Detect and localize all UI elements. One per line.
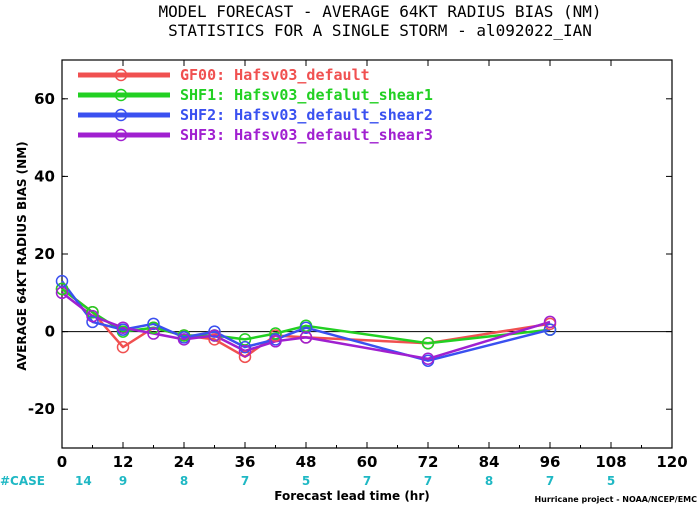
chart-subtitle: STATISTICS FOR A SINGLE STORM - al092022… <box>168 21 592 40</box>
y-tick-label: 40 <box>34 167 55 185</box>
series-point-3 <box>208 329 221 342</box>
x-tick-label: 48 <box>296 453 317 471</box>
series-point-1 <box>55 282 69 296</box>
series-point-0 <box>238 350 252 364</box>
series-line-2 <box>60 280 551 362</box>
y-tick-label: 0 <box>45 323 55 341</box>
y-axis-label: AVERAGE 64KT RADIUS BIAS (NM) <box>15 141 29 370</box>
series-point-2 <box>299 321 313 334</box>
legend-swatch-marker <box>114 128 128 142</box>
chart-title: MODEL FORECAST - AVERAGE 64KT RADIUS BIA… <box>158 2 601 21</box>
series-point-3 <box>116 321 130 334</box>
legend-entry-label: SHF1: Hafsv03_defalut_shear1 <box>180 86 433 104</box>
legend-swatch-marker <box>114 68 128 82</box>
y-tick-label: -20 <box>28 400 55 418</box>
series-point-3 <box>55 286 69 300</box>
case-count: 5 <box>607 474 615 488</box>
series-point-1 <box>421 336 435 350</box>
case-count: 8 <box>485 474 493 488</box>
legend-entry-label: GF00: Hafsv03_default <box>180 66 370 84</box>
x-tick-label: 108 <box>595 453 626 471</box>
x-tick-label: 96 <box>540 453 561 471</box>
series-point-0 <box>208 333 221 346</box>
series-point-1 <box>147 321 160 334</box>
series-point-1 <box>86 305 99 319</box>
case-count-label: #CASE <box>0 474 45 488</box>
x-tick-label: 24 <box>174 453 195 471</box>
legend-swatch-marker <box>114 108 128 122</box>
legend-entry-label: SHF3: Hafsv03_default_shear3 <box>180 126 433 144</box>
series-point-3 <box>238 344 252 358</box>
x-tick-label: 0 <box>57 453 67 471</box>
series-point-1 <box>269 327 282 340</box>
series-point-0 <box>116 340 130 354</box>
legend-swatch-marker <box>114 88 128 102</box>
series-point-3 <box>147 327 160 340</box>
x-tick-label: 60 <box>357 453 378 471</box>
series-point-2 <box>147 317 160 331</box>
case-count: 7 <box>546 474 554 488</box>
series-point-3 <box>421 352 435 366</box>
series-point-3 <box>269 335 282 348</box>
x-tick-label: 36 <box>235 453 256 471</box>
case-count: 7 <box>424 474 432 488</box>
case-count: 7 <box>363 474 371 488</box>
y-tick-label: 60 <box>34 90 55 108</box>
x-tick-label: 84 <box>479 453 500 471</box>
x-axis-label: Forecast lead time (hr) <box>274 489 430 503</box>
series-point-2 <box>208 325 221 338</box>
series-point-2 <box>238 340 252 354</box>
plot-area: 0 12 24 36 48 60 72 84 96 108 120 -20 0 20 40 60 GF00: H… <box>28 59 688 488</box>
series-point-2 <box>543 323 557 336</box>
y-tick-label: 20 <box>34 245 55 263</box>
case-count: 7 <box>241 474 249 488</box>
series-line-3 <box>61 291 551 361</box>
series-point-3 <box>86 309 99 323</box>
x-tick-label: 12 <box>113 453 134 471</box>
series-point-3 <box>177 333 191 346</box>
series-point-3 <box>543 315 557 329</box>
case-count: 14 <box>75 474 92 488</box>
case-count: 5 <box>302 474 310 488</box>
series-point-3 <box>299 331 313 344</box>
case-count: 8 <box>180 474 188 488</box>
case-count: 9 <box>119 474 127 488</box>
legend-entry-label: SHF2: Hafsv03_default_shear2 <box>180 106 433 124</box>
x-tick-label: 120 <box>656 453 687 471</box>
credit-label: Hurricane project - NOAA/NCEP/EMC <box>534 495 697 504</box>
x-tick-label: 72 <box>418 453 439 471</box>
series-point-2 <box>86 315 99 329</box>
